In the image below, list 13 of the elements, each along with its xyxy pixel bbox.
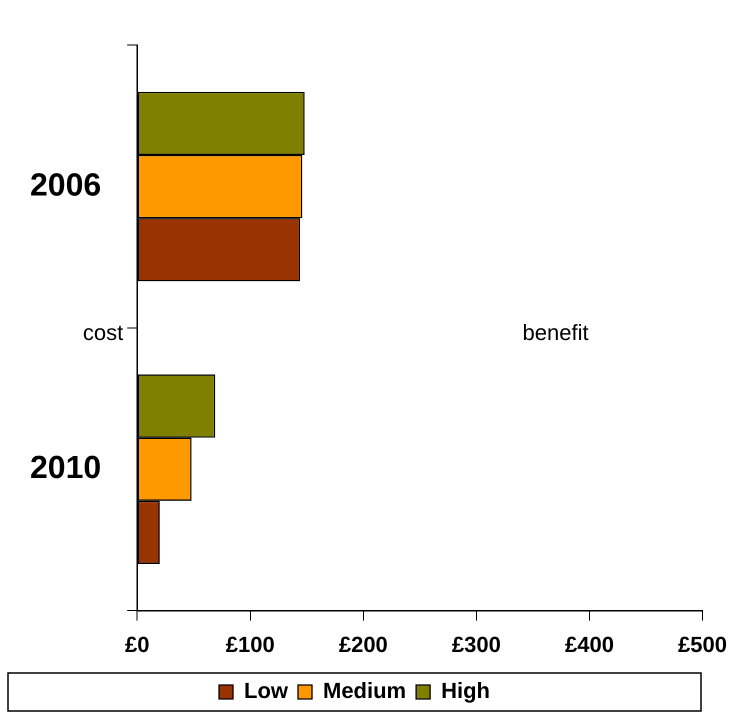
legend-label: Medium [323, 678, 406, 704]
y-tick-label: 2010 [30, 449, 102, 486]
y-tick-label: 2006 [30, 166, 102, 202]
x-tick-label: £300 [452, 632, 501, 657]
legend-label: High [441, 678, 490, 704]
text: cost [82, 320, 124, 345]
x-tick-label: £400 [564, 632, 614, 657]
annotation: benefit [522, 320, 589, 345]
x-tick-label: £100 [226, 632, 275, 657]
legend-label: Low [244, 678, 289, 704]
x-tick-label: £500 [678, 632, 728, 657]
x-tick-label: £0 [124, 632, 150, 657]
x-tick-label: £200 [338, 632, 388, 657]
